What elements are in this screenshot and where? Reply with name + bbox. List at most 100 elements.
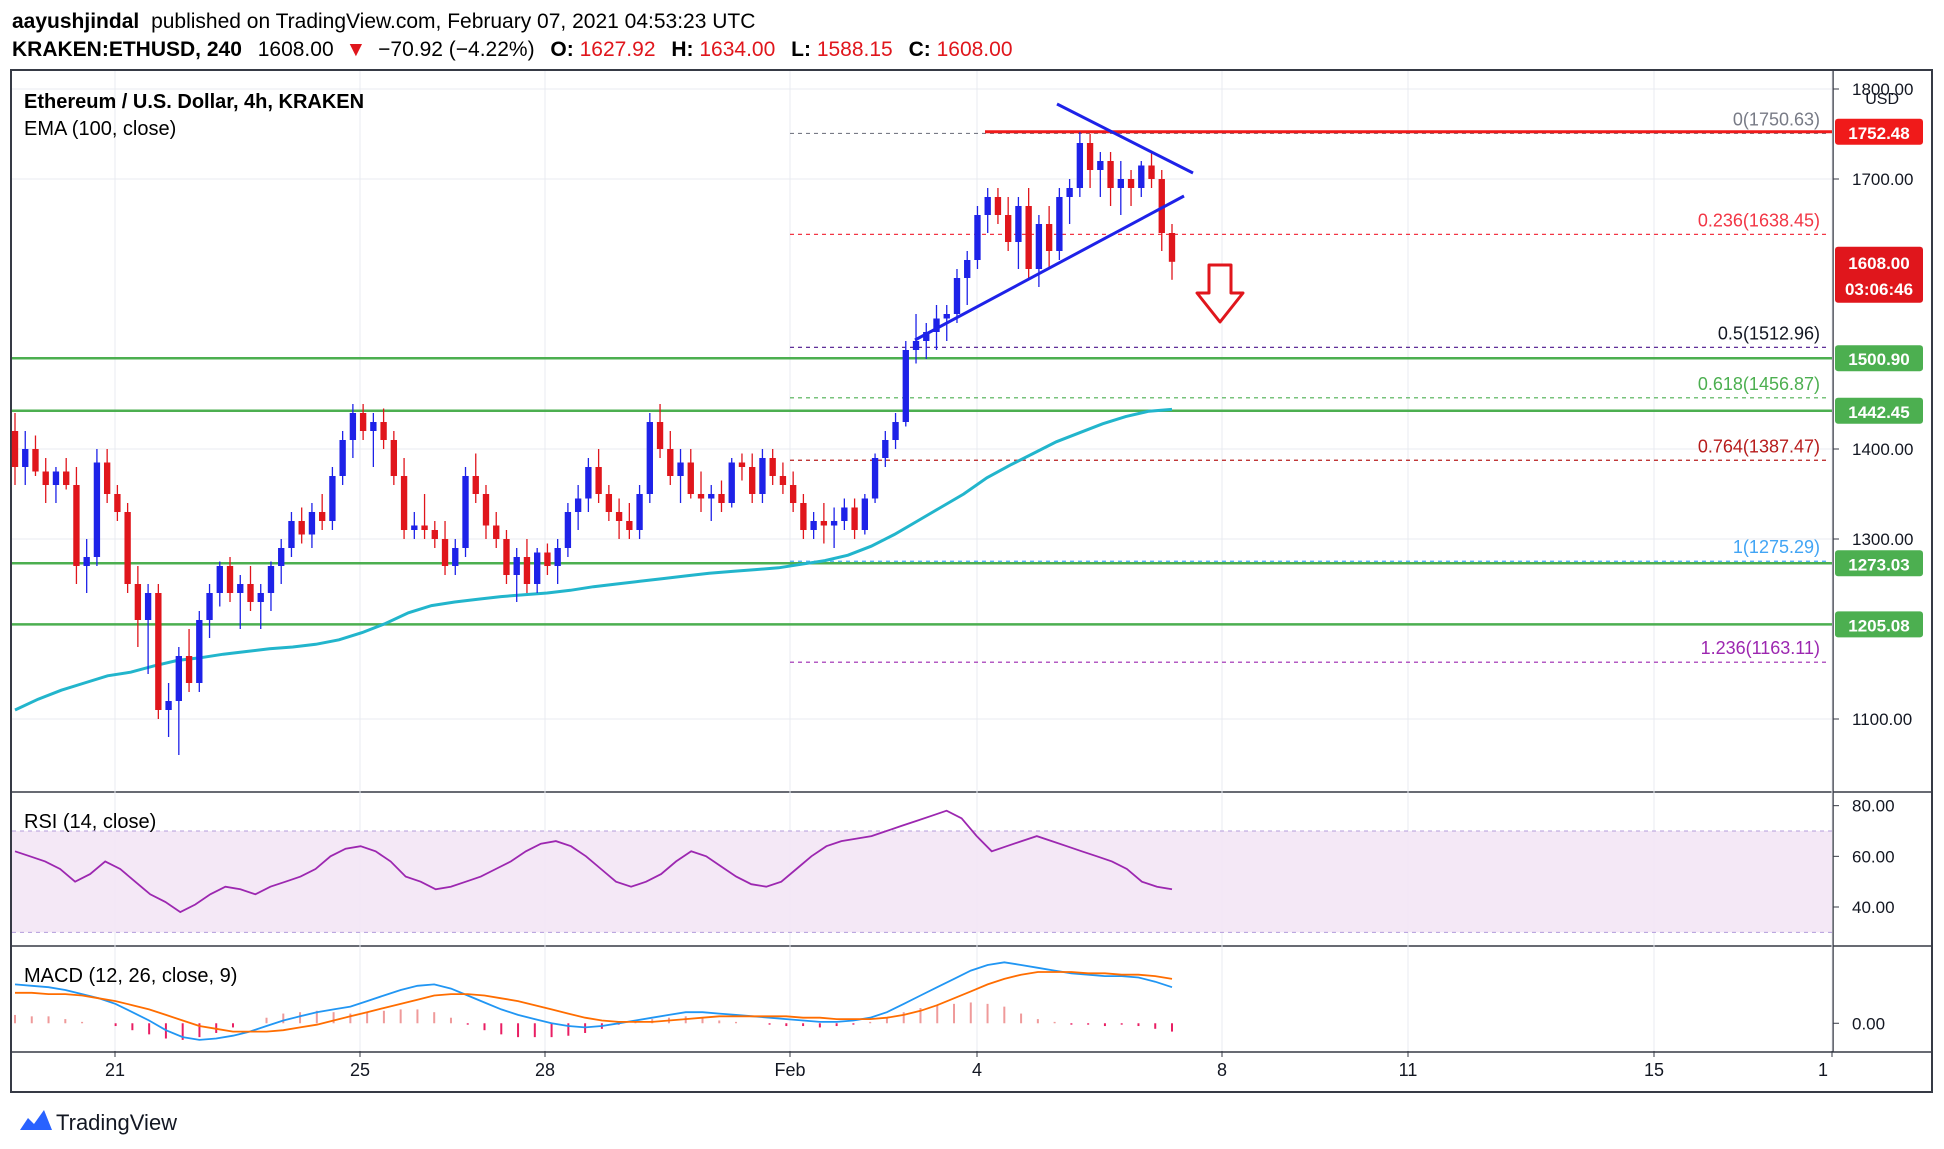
candle-body	[769, 458, 776, 476]
candle	[1025, 188, 1032, 278]
candle	[871, 453, 879, 503]
fib-label: 0.236(1638.45)	[1698, 210, 1820, 230]
candle	[789, 471, 797, 512]
candles	[11, 132, 1176, 755]
candle	[851, 498, 858, 539]
candle	[585, 458, 592, 512]
candle	[411, 512, 418, 539]
candle	[298, 507, 305, 544]
candle	[288, 512, 295, 557]
candle	[493, 512, 500, 548]
candle	[810, 512, 817, 539]
candle	[636, 485, 643, 539]
low-value: 1588.15	[817, 38, 893, 61]
candle	[974, 206, 981, 269]
candle-body	[411, 525, 418, 530]
lower-trendline	[914, 194, 1185, 342]
candle	[1005, 197, 1012, 251]
price-badge-label: 1752.48	[1848, 124, 1909, 143]
ticker: KRAKEN:ETHUSD, 240	[12, 38, 242, 61]
author-name[interactable]: aayushjindal	[12, 10, 139, 33]
candle	[615, 498, 623, 539]
candle-body	[789, 485, 797, 503]
candle	[523, 539, 531, 593]
high-value: 1634.00	[699, 38, 775, 61]
candle-body	[1158, 179, 1165, 233]
tradingview-logo[interactable]: TradingView	[20, 1110, 177, 1135]
x-tick-label: 21	[105, 1060, 125, 1080]
candle	[841, 498, 848, 530]
candle-body	[779, 476, 787, 485]
candle	[93, 449, 101, 566]
candle	[278, 539, 285, 584]
candle	[472, 453, 479, 503]
candle	[646, 413, 653, 503]
candle-body	[1127, 179, 1135, 188]
candle	[1148, 152, 1155, 188]
candle	[247, 566, 254, 611]
candle-body	[667, 449, 674, 476]
candle	[462, 467, 469, 557]
candle-body	[882, 440, 889, 458]
candle-body	[308, 512, 316, 535]
ema-100-line	[14, 407, 1173, 712]
price-badge	[1835, 118, 1923, 145]
horizontal-levels	[12, 130, 1832, 626]
candle-body	[441, 539, 449, 566]
price-badge	[1835, 611, 1923, 638]
candle-body	[339, 440, 346, 476]
candle	[769, 449, 776, 485]
candle-body	[482, 494, 490, 526]
fibonacci-levels: 0(1750.63) 0.236(1638.45) 0.5(1512.96) 0.61…	[790, 109, 1826, 663]
current-price-badge	[1835, 246, 1923, 303]
price-badge	[1835, 345, 1923, 372]
price-badge	[1835, 550, 1923, 577]
candle-body	[144, 593, 152, 620]
candle-body	[912, 341, 920, 350]
price-badge-label: 1273.03	[1848, 555, 1909, 574]
tradingview-logo-icon	[20, 1110, 52, 1130]
candle	[984, 188, 991, 233]
candle-body	[206, 593, 213, 620]
candle-body	[534, 552, 541, 584]
candle-body	[687, 462, 694, 494]
price-badge-label: 1442.45	[1848, 403, 1909, 422]
candle	[1168, 224, 1176, 280]
candle-body	[175, 656, 182, 701]
y-tick-label: 1100.00	[1852, 710, 1912, 729]
candle	[677, 449, 684, 503]
candle-body	[216, 566, 223, 593]
candle-body	[585, 467, 592, 499]
candle-body	[933, 318, 940, 332]
candle-body	[953, 278, 961, 314]
candle	[687, 449, 694, 499]
candle	[175, 647, 182, 755]
candle-body	[718, 494, 725, 503]
candle	[1097, 152, 1104, 197]
candle-body	[329, 476, 336, 521]
candle-body	[237, 584, 244, 593]
header-line-1: aayushjindal published on TradingView.co…	[12, 10, 755, 33]
candle	[595, 449, 602, 503]
candle	[257, 584, 264, 629]
rsi-tick-label: 40.00	[1852, 898, 1895, 917]
candle-body	[83, 557, 90, 566]
candle-body	[103, 462, 111, 494]
candle-body	[380, 422, 387, 440]
candle-body	[493, 525, 500, 539]
price-badge-label: 1500.90	[1848, 350, 1909, 369]
rsi-line	[14, 809, 1173, 914]
candle-body	[564, 512, 572, 548]
candle	[421, 494, 428, 539]
candle-body	[462, 476, 469, 548]
candle	[1015, 197, 1022, 269]
price-badge	[1835, 397, 1923, 424]
tradingview-logo-text: TradingView	[56, 1110, 177, 1135]
candle	[267, 561, 275, 611]
candle	[226, 557, 234, 602]
candle	[52, 467, 60, 503]
candle-body	[964, 260, 971, 278]
candle	[861, 494, 869, 535]
candle	[83, 539, 90, 593]
candle-body	[871, 458, 879, 499]
